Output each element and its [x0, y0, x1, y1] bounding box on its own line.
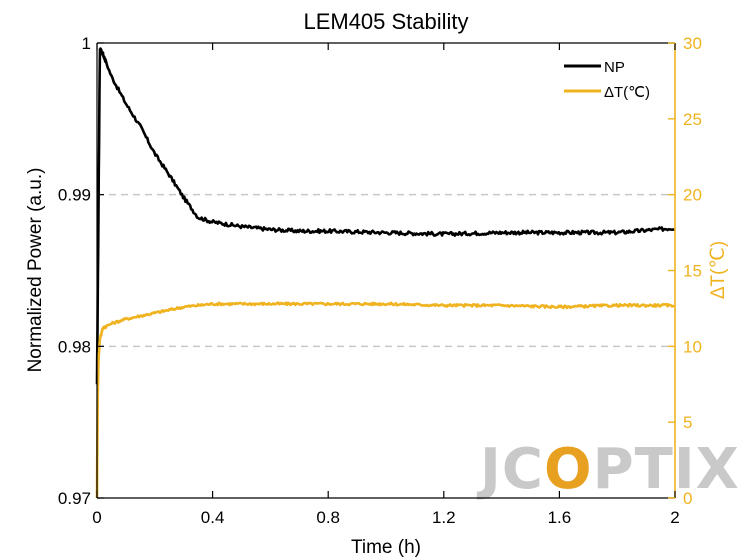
- series-line-dt: [95, 301, 675, 499]
- y2-axis-title: ΔT(℃): [708, 241, 729, 299]
- watermark-text: JCOPTIX: [476, 437, 740, 502]
- y-tick-label: 1: [82, 34, 91, 53]
- x-tick-label: 1.6: [548, 508, 572, 527]
- y2-tick-label: 15: [683, 262, 702, 281]
- series-lines: [95, 47, 675, 499]
- y2-tick-label: 25: [683, 110, 702, 129]
- x-tick-label: 2: [670, 508, 679, 527]
- y-tick-label: 0.98: [58, 337, 91, 356]
- legend-np-label: NP: [604, 59, 625, 76]
- legend-dt-label: ΔT(℃): [604, 84, 650, 101]
- grid-lines: [97, 193, 675, 348]
- series-line-np: [95, 47, 675, 385]
- y-tick-label: 0.99: [58, 186, 91, 205]
- chart-title: LEM405 Stability: [303, 9, 468, 34]
- watermark-logo: JCOPTIX: [476, 437, 740, 502]
- y-tick-label: 0.97: [58, 489, 91, 508]
- watermark-letter: P: [593, 437, 635, 502]
- x-tick-label: 0.8: [316, 508, 340, 527]
- y2-tick-label: 10: [683, 337, 702, 356]
- x-tick-label: 0: [92, 508, 101, 527]
- legend: NP ΔT(℃): [564, 59, 650, 101]
- y-axis-title: Normalized Power (a.u.): [25, 168, 46, 373]
- watermark-letter: I: [674, 437, 696, 502]
- x-axis-title: Time (h): [351, 537, 421, 558]
- watermark-letter: J: [476, 437, 502, 502]
- plot-area: [97, 43, 675, 498]
- x-tick-label: 1.2: [432, 508, 456, 527]
- y2-tick-label: 30: [683, 34, 702, 53]
- y2-tick-label: 20: [683, 186, 702, 205]
- y2-tick-label: 0: [683, 489, 692, 508]
- watermark-letter: T: [635, 437, 674, 502]
- watermark-letter: O: [544, 437, 593, 502]
- watermark-letter: X: [696, 437, 740, 502]
- y2-tick-label: 5: [683, 413, 692, 432]
- x-tick-label: 0.4: [201, 508, 225, 527]
- watermark-letter: C: [502, 437, 544, 502]
